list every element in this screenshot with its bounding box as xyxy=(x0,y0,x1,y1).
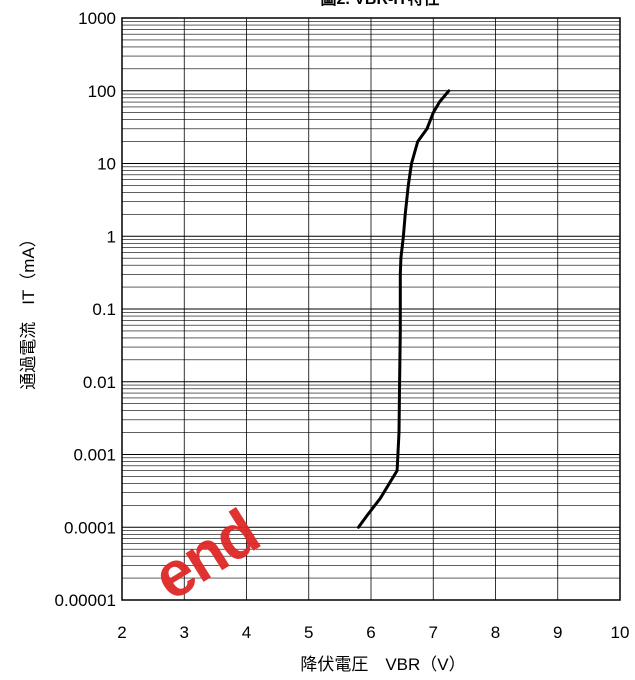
x-tick-label: 9 xyxy=(553,623,562,642)
series-layer xyxy=(357,89,451,529)
x-tick-label: 4 xyxy=(242,623,251,642)
plot-frame xyxy=(121,17,621,601)
x-tick-label: 2 xyxy=(117,623,126,642)
y-tick-label: 100 xyxy=(88,82,116,101)
chart-title: 圖2. VBR-IT特性 xyxy=(320,0,439,8)
series-line xyxy=(357,89,451,529)
y-tick-label: 0.0001 xyxy=(64,518,116,537)
grid-lines xyxy=(122,18,620,600)
y-axis-label: 通過電流 IT（mA） xyxy=(19,230,38,390)
x-tick-label: 7 xyxy=(429,623,438,642)
x-tick-label: 6 xyxy=(366,623,375,642)
x-axis-label: 降伏電圧 VBR（V） xyxy=(300,655,465,674)
x-tick-label: 10 xyxy=(611,623,630,642)
y-tick-label: 0.01 xyxy=(83,373,116,392)
y-tick-label: 0.00001 xyxy=(55,591,116,610)
x-tick-label: 8 xyxy=(491,623,500,642)
x-tick-label: 5 xyxy=(304,623,313,642)
y-tick-label: 0.001 xyxy=(73,446,116,465)
x-tick-label: 3 xyxy=(180,623,189,642)
y-tick-label: 1000 xyxy=(78,9,116,28)
y-tick-label: 1 xyxy=(107,227,116,246)
y-tick-label: 10 xyxy=(97,155,116,174)
tick-labels: 2 3 4 5 6 7 8 9 10 0.00001 0.0001 0.001 0.01 0.1 1 10 10… xyxy=(55,9,630,642)
y-tick-label: 0.1 xyxy=(92,300,116,319)
